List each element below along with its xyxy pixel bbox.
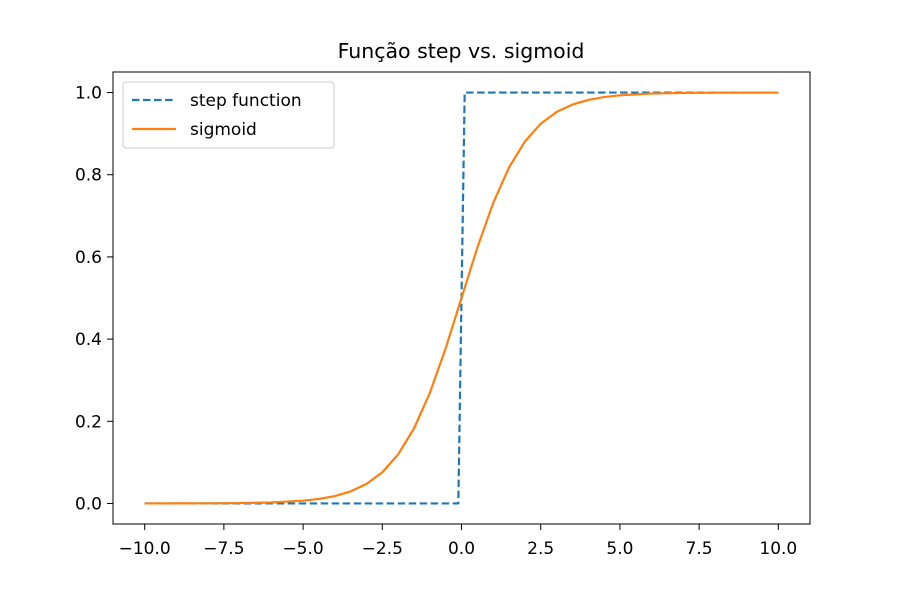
- x-tick-label: −2.5: [362, 539, 403, 559]
- legend: step function sigmoid: [122, 81, 335, 149]
- x-tick-label: 2.5: [527, 539, 554, 559]
- y-axis: 0.0 0.2 0.4 0.6 0.8 1.0: [75, 84, 113, 514]
- x-tick-label: −5.0: [282, 539, 323, 559]
- y-tick-label: 0.0: [75, 494, 102, 514]
- x-tick-label: 7.5: [686, 539, 713, 559]
- x-tick-label: 0.0: [448, 539, 475, 559]
- y-tick-label: 0.4: [75, 330, 102, 350]
- y-tick-label: 0.8: [75, 166, 102, 186]
- y-tick-label: 0.6: [75, 248, 102, 268]
- x-tick-label: −10.0: [119, 539, 171, 559]
- chart-title: Função step vs. sigmoid: [338, 39, 585, 63]
- x-tick-label: 5.0: [606, 539, 633, 559]
- y-tick-label: 1.0: [75, 84, 102, 104]
- legend-box: [122, 81, 335, 149]
- series-layer: [144, 91, 779, 505]
- series-line-sigmoid: [144, 91, 779, 505]
- x-tick-label: 10.0: [759, 539, 797, 559]
- legend-label: step function: [190, 91, 302, 111]
- x-tick-label: −7.5: [203, 539, 244, 559]
- legend-label: sigmoid: [190, 120, 257, 140]
- x-axis: −10.0 −7.5 −5.0 −2.5 0.0 2.5 5.0 7.5 10.0: [119, 524, 797, 559]
- y-tick-label: 0.2: [75, 412, 102, 432]
